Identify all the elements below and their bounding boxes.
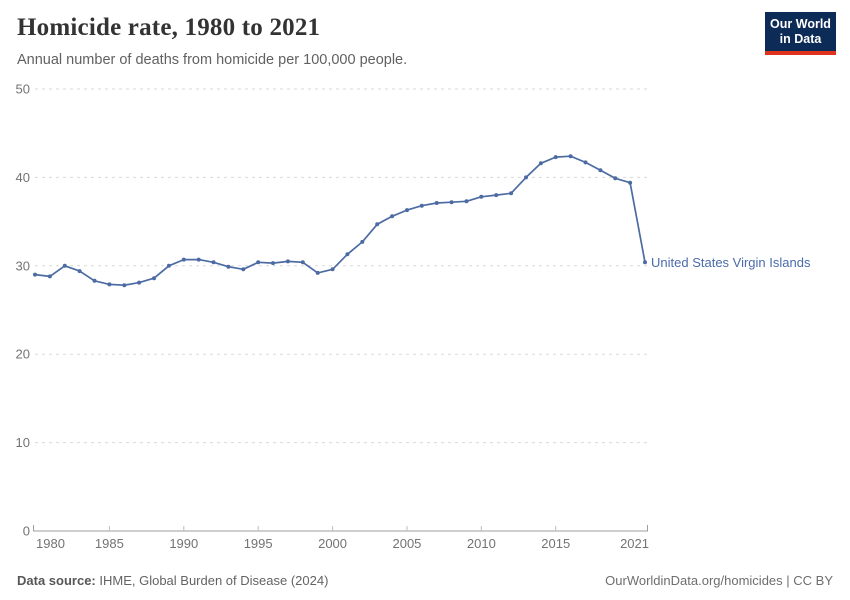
data-point (300, 260, 305, 265)
owid-logo-line1: Our World (770, 17, 831, 31)
data-point (583, 160, 588, 165)
data-line[interactable] (34, 155, 646, 287)
data-source-label: Data source: (17, 573, 96, 588)
data-point (181, 257, 186, 262)
data-point (62, 263, 67, 268)
data-point (33, 272, 37, 277)
chart-footer: Data source: IHME, Global Burden of Dise… (17, 573, 833, 588)
data-point (464, 199, 469, 204)
data-point (613, 176, 618, 181)
page-title: Homicide rate, 1980 to 2021 (17, 14, 321, 41)
data-point (568, 154, 573, 159)
x-axis-label: 1990 (169, 536, 198, 551)
data-point (405, 208, 409, 213)
x-axis-label: 2005 (392, 536, 421, 551)
x-axis-label: 1985 (95, 536, 124, 551)
data-point (241, 267, 246, 272)
data-point (226, 264, 231, 269)
data-point (419, 203, 424, 208)
data-point (107, 282, 112, 287)
data-point (509, 191, 514, 196)
data-point (47, 274, 52, 279)
y-axis-label: 20 (16, 347, 30, 362)
data-point (285, 259, 290, 264)
data-point (166, 263, 171, 268)
data-point (271, 261, 275, 266)
data-point (390, 214, 395, 219)
owid-logo[interactable]: Our World in Data (765, 12, 836, 55)
data-point (494, 193, 499, 198)
data-point (538, 161, 543, 166)
x-axis-label: 2015 (541, 536, 570, 551)
data-point (196, 257, 201, 262)
data-point (152, 276, 156, 281)
data-point (628, 180, 633, 185)
data-point (479, 194, 484, 199)
owid-license-link[interactable]: OurWorldinData.org/homicides | CC BY (605, 573, 833, 588)
data-point (643, 260, 647, 265)
owid-logo-line2: in Data (779, 32, 822, 46)
y-axis-label: 50 (16, 82, 30, 97)
x-axis-label: 2000 (318, 536, 347, 551)
data-point (330, 267, 335, 272)
data-point (375, 222, 380, 227)
y-axis-label: 10 (16, 435, 30, 450)
data-source-note: Data source: IHME, Global Burden of Dise… (17, 573, 328, 588)
x-axis-label: 1995 (244, 536, 273, 551)
x-axis-label: 2010 (467, 536, 496, 551)
x-axis-label: 2021 (620, 536, 649, 551)
data-point (360, 239, 365, 244)
data-point (434, 201, 439, 205)
y-axis-label: 40 (16, 170, 30, 185)
data-point (256, 260, 261, 265)
x-axis-label: 1980 (36, 536, 65, 551)
data-point (449, 200, 454, 205)
entity-label[interactable]: United States Virgin Islands (651, 255, 811, 270)
data-point (122, 283, 127, 288)
data-point (553, 155, 558, 160)
data-point (598, 168, 603, 173)
data-source-text: IHME, Global Burden of Disease (2024) (95, 573, 329, 588)
data-point (77, 269, 82, 274)
data-point (92, 278, 97, 283)
y-axis-label: 30 (16, 258, 30, 273)
chart-subtitle: Annual number of deaths from homicide pe… (17, 52, 408, 68)
data-point (524, 175, 528, 180)
data-point (137, 280, 142, 285)
data-point (345, 252, 350, 257)
data-point (211, 260, 216, 265)
data-point (315, 270, 320, 275)
y-axis-label: 0 (23, 524, 30, 539)
